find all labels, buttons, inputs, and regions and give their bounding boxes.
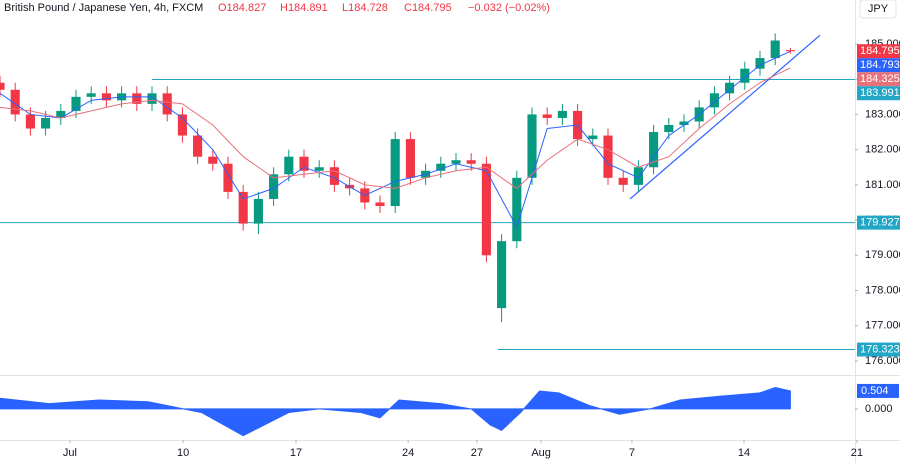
x-tick-label: 10 (177, 447, 189, 459)
candle-body (10, 89, 20, 115)
candle-body (709, 93, 719, 108)
price-tag (857, 58, 900, 73)
candle-body (329, 167, 339, 185)
x-tick-label: 7 (629, 447, 635, 459)
candle-body (56, 110, 66, 118)
candle-body (785, 50, 795, 52)
price-tag-label: 184.793 (860, 59, 900, 71)
price-tag-label: 184.325 (860, 73, 900, 85)
candle-body (253, 198, 263, 224)
candle-body (284, 156, 294, 175)
candle-body (497, 241, 507, 309)
candle-body (512, 177, 522, 242)
candle-body (664, 125, 674, 133)
x-tick-label: Jul (63, 447, 77, 459)
candle-body (238, 191, 248, 224)
moving-average (0, 67, 791, 190)
price-tag-label: 0.504 (861, 385, 889, 397)
currency-box[interactable] (859, 0, 897, 19)
y-tick-label: 178.000 (865, 284, 900, 296)
y-tick-label: 181.000 (865, 179, 900, 191)
candle-body (193, 135, 203, 157)
change: −0.032 (−0.02%) (468, 2, 550, 14)
price-tag (857, 215, 900, 230)
price-tag-label: 183.991 (860, 87, 900, 99)
candle-body (466, 160, 476, 164)
price-tag (857, 44, 900, 59)
price-tag (857, 342, 900, 357)
ohlc-close: C184.795 (404, 2, 452, 14)
candle-body (740, 68, 750, 83)
candle-body (527, 114, 537, 178)
price-tag-label: 184.795 (860, 45, 900, 57)
candle-body (770, 40, 780, 59)
candle-body (269, 174, 279, 199)
moving-average (0, 50, 791, 229)
price-tag (857, 86, 900, 101)
price-tag-label: 176.323 (860, 343, 900, 355)
candle-body (314, 167, 324, 171)
x-tick-label: 21 (851, 447, 863, 459)
candle-body (679, 121, 689, 125)
candle-body (603, 135, 613, 178)
candle-body (618, 177, 628, 185)
candle-body (481, 163, 491, 256)
candle-body (25, 114, 35, 129)
oscillator-area (0, 386, 791, 437)
candle-body (633, 167, 643, 185)
candle-body (542, 114, 552, 118)
candle-body (41, 117, 51, 129)
candle-body (101, 93, 111, 101)
x-tick-label: 27 (471, 447, 483, 459)
trendline (629, 34, 821, 200)
candle-body (147, 93, 157, 104)
candle-body (299, 156, 309, 171)
price-tag (857, 383, 899, 398)
symbol-title: British Pound / Japanese Yen, 4h, FXCM (4, 2, 203, 14)
candle-body (0, 82, 5, 90)
candle-body (390, 139, 400, 206)
x-tick-label: 14 (738, 447, 750, 459)
candle-body (86, 93, 96, 97)
candle-body (162, 93, 172, 115)
y-tick-label: 182.000 (865, 144, 900, 156)
y-tick-label: 183.000 (865, 108, 900, 120)
candle-body (71, 96, 81, 111)
candle-body (405, 139, 415, 178)
ohlc-high: H184.891 (280, 2, 328, 14)
currency[interactable]: JPY (868, 3, 889, 15)
candle-body (436, 163, 446, 171)
y-tick-label: 0.000 (865, 403, 893, 415)
candle-body (725, 82, 735, 94)
x-tick-label: Aug (531, 447, 551, 459)
candle-body (451, 160, 461, 164)
candle-body (132, 93, 142, 104)
price-tag-label: 179.927 (860, 217, 900, 229)
ohlc-open: O184.827 (218, 2, 266, 14)
candle-body (208, 156, 218, 164)
ohlc-low: L184.728 (342, 2, 388, 14)
candle-body (755, 58, 765, 69)
candle-body (557, 110, 567, 118)
candle-body (177, 114, 187, 136)
x-tick-label: 24 (402, 447, 414, 459)
price-tag (857, 72, 900, 87)
y-tick-label: 179.000 (865, 249, 900, 261)
y-tick-label: 176.000 (865, 355, 900, 367)
candle-body (649, 132, 659, 168)
x-tick-label: 17 (290, 447, 302, 459)
candle-body (588, 135, 598, 140)
y-tick-label: 177.000 (865, 320, 900, 332)
candle-body (223, 163, 233, 192)
candle-body (375, 202, 385, 206)
